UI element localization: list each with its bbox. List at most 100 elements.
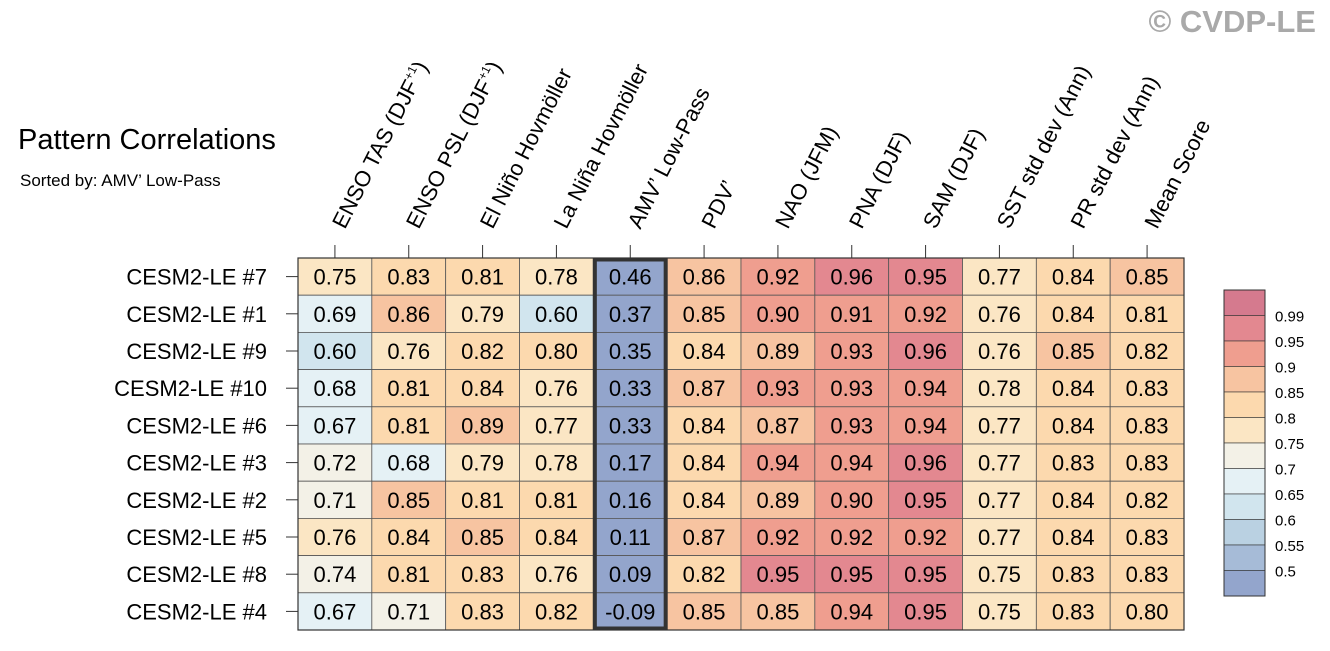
column-label-text: PNA (DJF) — [844, 127, 914, 232]
cell-value: 0.84 — [1052, 265, 1095, 290]
heatmap-cell — [371, 592, 447, 631]
cell-value: 0.76 — [978, 302, 1021, 327]
row-label: CESM2-LE #4 — [126, 599, 267, 624]
column-label-text: NAO (JFM) — [770, 122, 843, 232]
heatmap-cell — [888, 480, 963, 519]
cell-value: 0.68 — [387, 451, 430, 476]
cell-value: 0.72 — [314, 451, 357, 476]
cell-value: 0.83 — [1052, 562, 1095, 587]
cell-value: 0.77 — [978, 451, 1021, 476]
heatmap-cell — [740, 443, 816, 482]
heatmap-cell — [1035, 443, 1111, 482]
cell-value: 0.83 — [461, 599, 504, 624]
heatmap-cell — [740, 369, 816, 408]
heatmap-cell — [814, 518, 890, 557]
cell-value: 0.90 — [830, 488, 873, 513]
heatmap-cell-values: 0.75 0.83 0.81 0.78 0.46 0.86 0.92 0.96 0.95 0.77… — [314, 265, 1169, 625]
colorbar-segment — [1223, 493, 1266, 520]
cell-value: 0.83 — [1126, 451, 1169, 476]
heatmap-cell — [1109, 257, 1185, 296]
cell-value: 0.93 — [830, 339, 873, 364]
heatmap-cell — [592, 406, 668, 445]
heatmap-cell — [1109, 480, 1185, 519]
cell-value: 0.92 — [757, 525, 800, 550]
cell-value: 0.83 — [1126, 376, 1169, 401]
colorbar-label: 0.95 — [1275, 334, 1304, 351]
cell-value: 0.81 — [387, 413, 430, 438]
cell-value: 0.89 — [757, 339, 800, 364]
column-label-text: Mean Score — [1139, 115, 1215, 232]
heatmap-cell — [666, 406, 742, 445]
cell-value: 0.96 — [904, 451, 947, 476]
heatmap-cell — [1035, 592, 1111, 631]
heatmap-cell — [740, 592, 816, 631]
heatmap-cell — [592, 518, 668, 557]
cell-value: 0.78 — [978, 376, 1021, 401]
cell-value: 0.95 — [904, 265, 947, 290]
highlighted-column-outline — [592, 257, 668, 631]
colorbar-segment — [1223, 519, 1266, 546]
cell-value: 0.76 — [535, 376, 578, 401]
column-label: SAM (DJF) — [918, 124, 990, 232]
cell-value: 0.85 — [757, 599, 800, 624]
colorbar-label: 0.5 — [1275, 564, 1296, 581]
colorbar-segment — [1223, 315, 1266, 342]
colorbar-segment — [1223, 570, 1266, 597]
heatmap-cell — [1035, 480, 1111, 519]
cell-value: 0.76 — [978, 339, 1021, 364]
heatmap-cell — [1035, 518, 1111, 557]
cell-value: 0.77 — [978, 525, 1021, 550]
colorbar-label: 0.7 — [1275, 462, 1296, 479]
heatmap-cell — [592, 480, 668, 519]
heatmap-cell — [666, 443, 742, 482]
colorbar-label: 0.6 — [1275, 513, 1296, 530]
heatmap-cell — [666, 518, 742, 557]
row-label: CESM2-LE #8 — [126, 562, 267, 587]
colorbar-label: 0.65 — [1275, 487, 1304, 504]
cell-value: 0.81 — [387, 376, 430, 401]
cell-value: 0.71 — [314, 488, 357, 513]
cell-value: 0.84 — [683, 488, 726, 513]
column-label-text: PDV’ — [696, 176, 741, 232]
cell-value: 0.69 — [314, 302, 357, 327]
colorbar-label: 0.85 — [1275, 385, 1304, 402]
colorbar-segment — [1223, 468, 1266, 495]
cell-value: 0.37 — [609, 302, 652, 327]
cell-value: 0.96 — [904, 339, 947, 364]
column-label: NAO (JFM) — [770, 122, 843, 232]
heatmap-cell — [814, 443, 890, 482]
heatmap-cell — [519, 406, 594, 445]
heatmap-cell — [445, 592, 520, 631]
heatmap-cell — [666, 592, 742, 631]
heatmap-cell — [962, 518, 1037, 557]
cell-value: 0.81 — [387, 562, 430, 587]
column-label-superscript: +1 — [401, 63, 420, 82]
cell-value: 0.46 — [609, 265, 652, 290]
cell-value: 0.84 — [461, 376, 504, 401]
cell-value: 0.93 — [830, 413, 873, 438]
heatmap-cell — [297, 331, 373, 370]
heatmap-cell — [1109, 555, 1185, 594]
heatmap-cell — [371, 369, 447, 408]
heatmap-cell — [445, 331, 520, 370]
colorbar-segment — [1223, 391, 1266, 418]
row-label: CESM2-LE #3 — [126, 451, 267, 476]
heatmap-cell — [888, 592, 963, 631]
heatmap-cell — [962, 480, 1037, 519]
cell-value: 0.95 — [757, 562, 800, 587]
cell-value: 0.67 — [314, 413, 357, 438]
heatmap-cell — [297, 406, 373, 445]
row-labels: CESM2-LE #7 CESM2-LE #1 CESM2-LE #9 CESM2-L… — [114, 265, 298, 624]
heatmap-frame — [297, 257, 1185, 631]
heatmap-cell — [371, 443, 447, 482]
chart-subtitle: Sorted by: AMV’ Low-Pass — [20, 171, 221, 190]
column-label-text: SAM (DJF) — [918, 124, 990, 232]
heatmap-cell — [740, 294, 816, 333]
heatmap-cell — [445, 555, 520, 594]
cell-value: -0.09 — [605, 599, 655, 624]
heatmap-cell — [1035, 369, 1111, 408]
heatmap-cell — [1035, 257, 1111, 296]
heatmap-cell — [814, 406, 890, 445]
cell-value: 0.85 — [461, 525, 504, 550]
